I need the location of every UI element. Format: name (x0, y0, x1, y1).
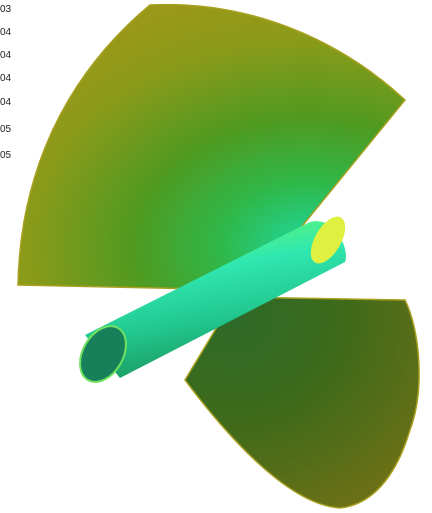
legend-label: 03 (0, 4, 11, 16)
legend-label: 05 (0, 150, 11, 162)
lower-sector (185, 297, 419, 508)
legend-label: 04 (0, 50, 11, 62)
legend-label: 04 (0, 27, 11, 39)
legend-label: 04 (0, 73, 11, 85)
viewport: 03 04 04 04 04 05 05 (0, 0, 432, 513)
render (0, 0, 432, 513)
legend-label: 04 (0, 97, 11, 109)
upper-sector (18, 5, 405, 290)
legend-label: 05 (0, 124, 11, 136)
